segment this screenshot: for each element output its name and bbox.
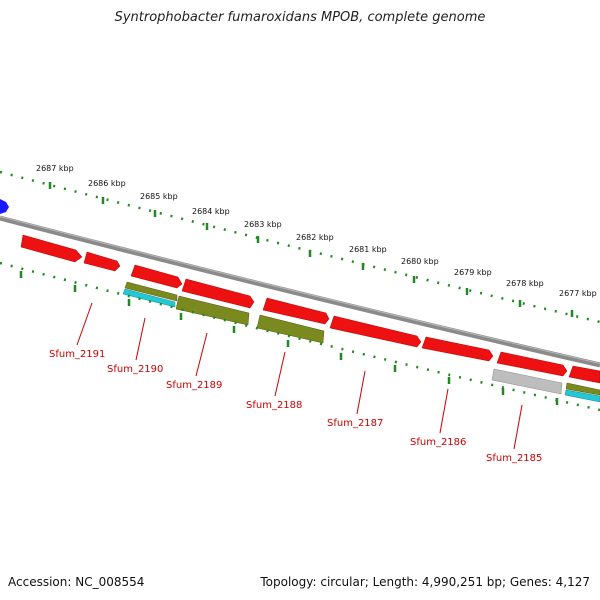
position-marker-icon bbox=[0, 199, 9, 214]
cds-feature bbox=[496, 351, 568, 377]
genome-backbone-highlight bbox=[0, 216, 600, 364]
gene-label: Sfum_2188 bbox=[246, 400, 302, 411]
leader-line bbox=[195, 332, 208, 377]
leader-line bbox=[76, 302, 93, 346]
cds-feature bbox=[568, 365, 600, 384]
scale-labels: 2687 kbp 2686 kbp 2685 kbp 2684 kbp 2683… bbox=[36, 164, 597, 298]
gene-labels: Sfum_2191 Sfum_2190 Sfum_2189 Sfum_2188 … bbox=[49, 349, 542, 464]
scale-label: 2685 kbp bbox=[140, 192, 178, 201]
olive-feature bbox=[565, 382, 600, 396]
genome-title: Syntrophobacter fumaroxidans MPOB, compl… bbox=[114, 10, 486, 25]
cds-feature bbox=[262, 297, 330, 325]
olive-feature bbox=[175, 295, 250, 326]
gene-label: Sfum_2186 bbox=[410, 437, 466, 448]
scale-label: 2679 kbp bbox=[454, 268, 492, 277]
leader-line bbox=[135, 317, 146, 361]
scale-label: 2683 kbp bbox=[244, 220, 282, 229]
olive-feature bbox=[124, 281, 178, 302]
scale-label: 2684 kbp bbox=[192, 207, 230, 216]
cds-feature bbox=[83, 251, 121, 272]
leader-line bbox=[439, 388, 449, 434]
scale-label: 2682 kbp bbox=[296, 233, 334, 242]
genome-stats-text: Topology: circular; Length: 4,990,251 bp… bbox=[260, 575, 590, 589]
scale-label: 2687 kbp bbox=[36, 164, 74, 173]
cds-feature bbox=[20, 234, 83, 263]
cds-feature bbox=[130, 264, 183, 289]
inner-scale-ticks bbox=[19, 271, 559, 405]
scale-label: 2681 kbp bbox=[349, 245, 387, 254]
gray-feature bbox=[491, 368, 563, 395]
other-features bbox=[122, 281, 600, 403]
scale-label: 2686 kbp bbox=[88, 179, 126, 188]
genome-backbone bbox=[0, 215, 600, 368]
cyan-feature bbox=[564, 389, 600, 403]
leader-line bbox=[274, 351, 286, 397]
gene-label: Sfum_2189 bbox=[166, 380, 222, 391]
cds-features bbox=[20, 234, 600, 384]
cds-feature bbox=[181, 278, 255, 309]
scale-label: 2680 kbp bbox=[401, 257, 439, 266]
inner-tick-track bbox=[0, 261, 600, 412]
gene-label: Sfum_2191 bbox=[49, 349, 105, 360]
leader-line bbox=[356, 370, 366, 415]
accession-text: Accession: NC_008554 bbox=[8, 575, 145, 589]
cds-feature bbox=[329, 315, 422, 348]
scale-label: 2677 kbp bbox=[559, 289, 597, 298]
gene-label: Sfum_2185 bbox=[486, 453, 542, 464]
scale-label: 2678 kbp bbox=[506, 279, 544, 288]
cds-feature bbox=[421, 336, 494, 362]
outer-tick-track bbox=[0, 170, 600, 324]
gene-label: Sfum_2190 bbox=[107, 364, 163, 375]
gene-leader-lines bbox=[76, 302, 523, 450]
cyan-feature bbox=[122, 288, 176, 308]
leader-line bbox=[513, 404, 523, 450]
scale-ticks bbox=[48, 182, 574, 317]
gene-label: Sfum_2187 bbox=[327, 418, 383, 429]
olive-feature bbox=[256, 314, 325, 344]
